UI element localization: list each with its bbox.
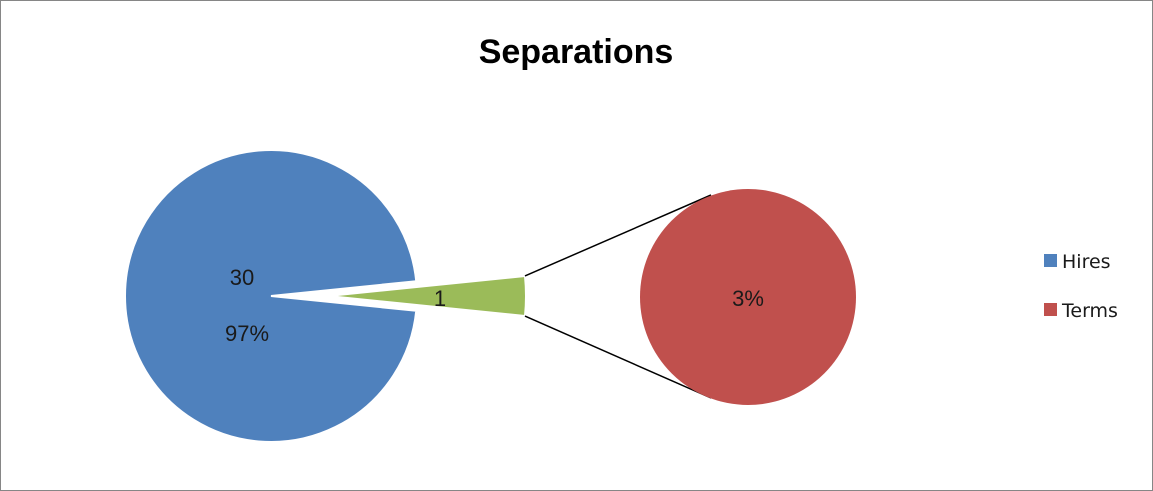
chart-title: Separations [479,33,674,71]
connector-line-top [524,194,712,277]
pie-slice-terms [327,274,527,318]
legend-swatch-hires [1044,254,1057,267]
data-label-hires-value: 30 [230,265,254,290]
legend-label-terms: Terms [1061,300,1118,322]
data-label-terms-percent: 3% [732,286,764,311]
data-label-hires-percent: 97% [225,321,269,346]
main-pie: 30 97% 1 [124,149,527,443]
secondary-pie-slice-terms [640,189,856,405]
secondary-pie: 3% [640,189,856,405]
connector-line-bottom [524,315,712,399]
legend: Hires Terms [1044,251,1118,322]
pie-slice-hires [124,149,418,443]
data-label-terms-value: 1 [434,286,446,311]
connector-lines [524,194,712,399]
legend-label-hires: Hires [1062,251,1111,273]
legend-swatch-terms [1044,303,1057,316]
